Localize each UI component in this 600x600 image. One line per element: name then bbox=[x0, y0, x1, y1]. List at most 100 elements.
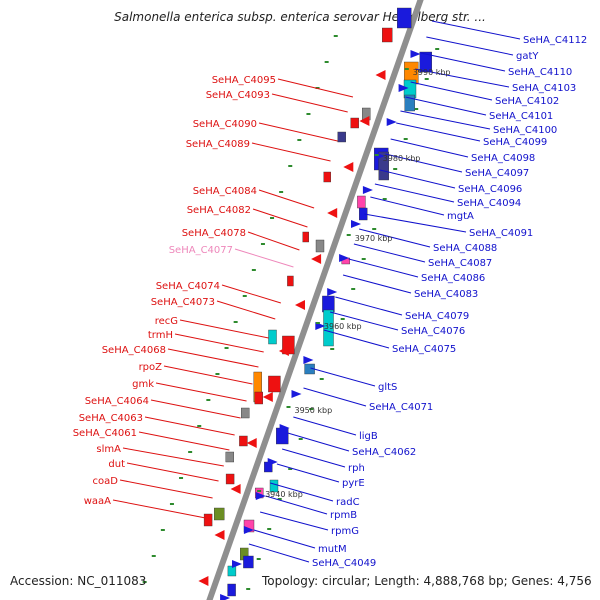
kbp-label: 3970 kbp bbox=[355, 234, 393, 243]
accession-value: NC_011083 bbox=[77, 574, 147, 588]
gene-arrow bbox=[410, 50, 421, 58]
label-leader bbox=[379, 169, 456, 189]
gene-label: pyrE bbox=[342, 478, 365, 489]
gene-arrow bbox=[255, 492, 266, 500]
dot bbox=[267, 528, 272, 530]
gene-arrow bbox=[359, 116, 370, 126]
gene-label: SeHA_C4103 bbox=[512, 83, 576, 94]
gene-feature bbox=[243, 555, 254, 569]
label-leader bbox=[259, 511, 329, 531]
gene-arrow bbox=[279, 424, 290, 432]
feature-track bbox=[198, 7, 432, 600]
dot bbox=[215, 373, 220, 375]
dot bbox=[333, 35, 338, 37]
label-leaders bbox=[112, 20, 521, 563]
kbp-tick bbox=[286, 406, 291, 408]
gene-feature bbox=[315, 239, 325, 253]
gene-label: gatY bbox=[516, 51, 539, 62]
gene-label: SeHA_C4100 bbox=[493, 125, 557, 136]
gene-feature bbox=[225, 451, 235, 463]
gene-label: recG bbox=[155, 316, 178, 327]
kbp-label: 3940 kbp bbox=[265, 490, 303, 499]
gene-arrow bbox=[386, 118, 397, 126]
label-leader bbox=[405, 96, 487, 116]
kbp-label: 3960 kbp bbox=[324, 322, 362, 331]
gene-label: SeHA_C4102 bbox=[495, 96, 559, 107]
gene-label: SeHA_C4076 bbox=[401, 326, 465, 337]
gene-label: SeHA_C4096 bbox=[458, 184, 522, 195]
gene-label: rpmG bbox=[331, 526, 359, 537]
gene-feature bbox=[239, 435, 248, 447]
label-leader bbox=[348, 258, 419, 278]
gene-arrow bbox=[343, 162, 354, 172]
dot bbox=[351, 288, 356, 290]
gene-label: SeHA_C4098 bbox=[471, 153, 535, 164]
gene-arrow bbox=[327, 208, 338, 218]
label-leader bbox=[167, 348, 259, 368]
gene-label: SeHA_C4068 bbox=[102, 345, 166, 356]
dot bbox=[298, 438, 303, 440]
dot bbox=[206, 399, 211, 401]
dot bbox=[340, 318, 345, 320]
gene-label: SeHA_C4110 bbox=[508, 67, 572, 78]
gene-label: SeHA_C4049 bbox=[312, 558, 376, 569]
kbp-label: 3990 kbp bbox=[413, 68, 451, 77]
kbp-tick bbox=[346, 234, 351, 236]
gene-label: SeHA_C4091 bbox=[469, 228, 533, 239]
genome-backbone bbox=[206, 0, 424, 600]
label-leader bbox=[252, 208, 308, 228]
gene-arrow bbox=[278, 346, 289, 356]
label-leader bbox=[374, 183, 455, 203]
dot bbox=[251, 269, 256, 271]
gene-arrow bbox=[220, 594, 231, 600]
gene-label: SeHA_C4074 bbox=[156, 281, 220, 292]
gene-feature bbox=[227, 583, 236, 597]
gene-label: SeHA_C4094 bbox=[457, 198, 521, 209]
label-leader bbox=[271, 93, 348, 113]
gene-feature bbox=[322, 295, 335, 313]
dot bbox=[277, 498, 282, 500]
gene-feature bbox=[404, 94, 415, 112]
dot bbox=[403, 138, 408, 140]
gene-arrow bbox=[362, 186, 373, 194]
kbp-label: 3980 kbp bbox=[383, 154, 421, 163]
gene-label: SeHA_C4086 bbox=[421, 273, 485, 284]
gene-label: SeHA_C4082 bbox=[187, 205, 251, 216]
dot bbox=[256, 558, 261, 560]
gene-label: SeHA_C4093 bbox=[206, 90, 270, 101]
gene-feature bbox=[240, 407, 250, 419]
gene-arrow bbox=[214, 530, 225, 540]
dot bbox=[279, 191, 284, 193]
kbp-tick bbox=[374, 154, 379, 156]
gene-label: SeHA_C4079 bbox=[405, 311, 469, 322]
dot bbox=[288, 165, 293, 167]
gene-label: dut bbox=[108, 459, 125, 470]
gene-label: SeHA_C4063 bbox=[79, 413, 143, 424]
dot bbox=[142, 581, 147, 583]
label-leader bbox=[364, 213, 467, 233]
gene-label: SeHA_C4099 bbox=[483, 137, 547, 148]
label-leader bbox=[359, 228, 431, 248]
label-leader bbox=[342, 274, 412, 294]
accession-label: Accession: bbox=[10, 574, 74, 588]
gene-feature bbox=[378, 151, 389, 181]
gene-label: mutM bbox=[318, 544, 347, 555]
gene-label: SeHA_C4064 bbox=[85, 396, 149, 407]
gene-feature bbox=[287, 275, 294, 287]
label-leader bbox=[276, 463, 340, 483]
gene-arrow bbox=[303, 356, 314, 364]
gene-arrow bbox=[295, 300, 305, 310]
label-leader bbox=[293, 416, 357, 436]
gene-label: SeHA_C4095 bbox=[212, 75, 276, 86]
dot bbox=[393, 168, 398, 170]
gene-label: radC bbox=[336, 497, 360, 508]
gene-label: SeHA_C4062 bbox=[352, 447, 416, 458]
label-leader bbox=[119, 479, 213, 499]
gene-arrow bbox=[351, 220, 361, 228]
dot bbox=[288, 468, 293, 470]
gene-label: rpoZ bbox=[139, 362, 163, 373]
label-leader bbox=[221, 284, 281, 304]
gene-label: SeHA_C4101 bbox=[489, 111, 553, 122]
label-leader bbox=[138, 431, 230, 451]
gene-arrow bbox=[267, 458, 278, 466]
